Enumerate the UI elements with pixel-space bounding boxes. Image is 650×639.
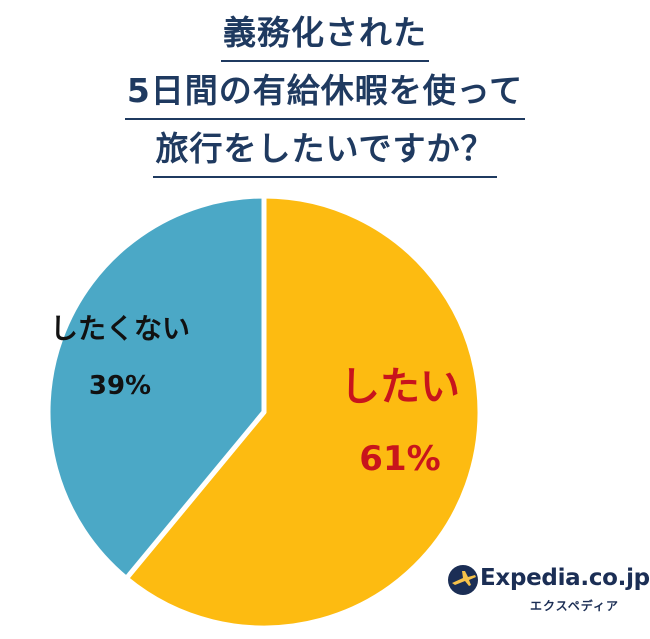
slice-value-want: 61% — [359, 439, 440, 479]
title-line-1: 義務化された — [221, 6, 429, 62]
title-line-3: 旅行をしたいですか？ — [153, 122, 497, 178]
airplane-globe-icon — [448, 565, 478, 595]
brand-subtitle: エクスペディア — [530, 599, 619, 613]
chart-title: 義務化された 5日間の有給休暇を使って 旅行をしたいですか？ — [0, 6, 650, 180]
title-line-2: 5日間の有給休暇を使って — [124, 64, 526, 120]
slice-label-want: したい — [340, 364, 460, 410]
slice-label-dont-want: したくない — [50, 312, 190, 345]
slice-value-dont-want: 39% — [89, 371, 151, 401]
pie-slice-want — [123, 193, 483, 631]
pie-slice-dont-want — [45, 193, 267, 581]
expedia-logo: Expedia.co.jp エクスペディア — [446, 563, 650, 623]
brand-name: Expedia.co.jp — [480, 565, 650, 591]
